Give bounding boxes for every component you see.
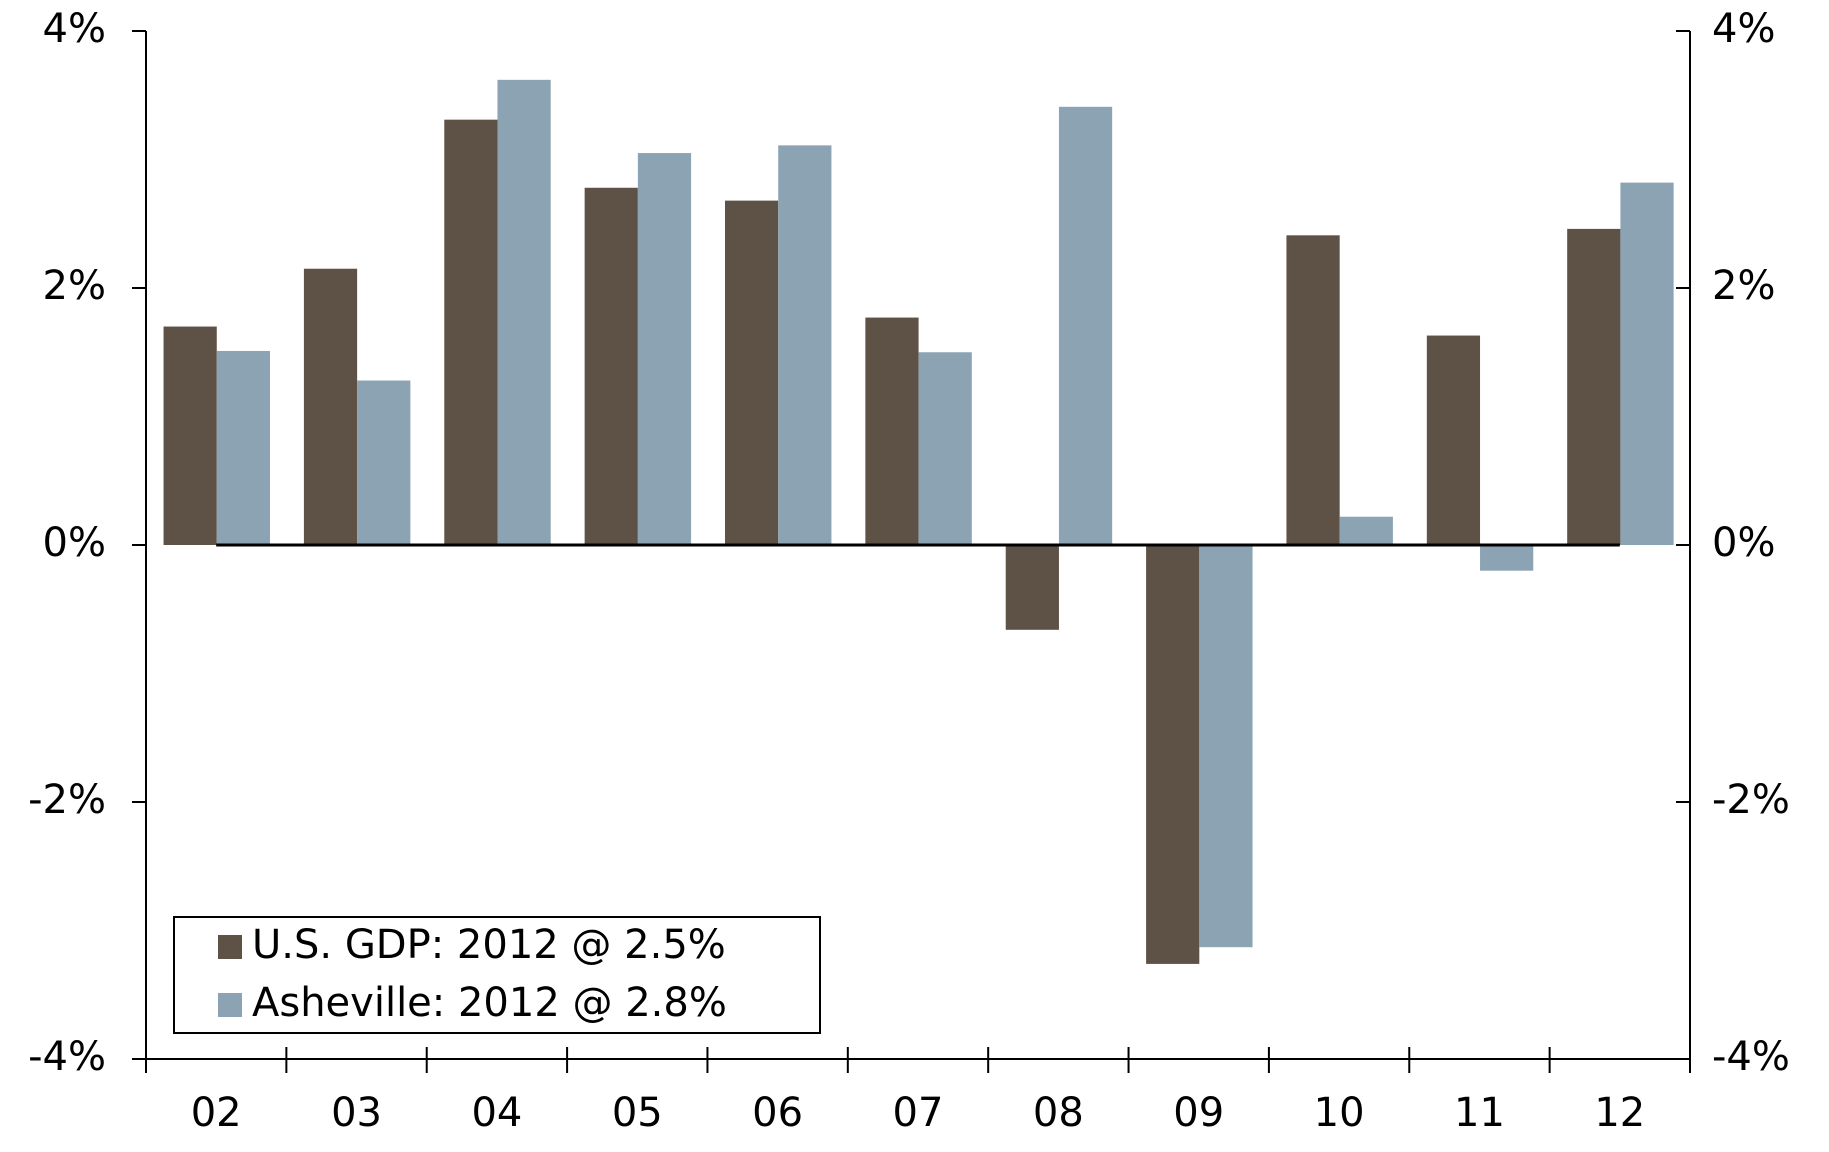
x-tick-label: 11 [1454,1090,1505,1136]
legend-swatch [218,935,242,959]
bar [1480,545,1534,571]
legend-label: Asheville: 2012 @ 2.8% [252,980,727,1026]
bar [1567,228,1621,545]
x-tick-label: 06 [752,1090,803,1136]
y2-tick-label: -2% [1712,777,1790,823]
y-tick-label: -2% [28,777,106,823]
x-tick-label: 08 [1033,1090,1084,1136]
x-tick-label: 10 [1314,1090,1365,1136]
bar [444,119,498,545]
bar [865,317,919,545]
bar [1005,545,1059,630]
y2-tick-label: 2% [1712,263,1775,309]
bar [1339,516,1393,545]
y-tick-label: 0% [43,520,106,566]
legend-box [173,916,821,1034]
x-tick-label: 07 [893,1090,944,1136]
bar [1146,545,1200,964]
bar [637,153,692,545]
x-tick-label: 12 [1594,1090,1645,1136]
bar [1199,545,1253,948]
bar [497,79,551,545]
bar [778,145,832,546]
bar [1620,182,1674,545]
bar [357,380,411,545]
y-tick-label: -4% [28,1034,106,1080]
bar [163,326,217,545]
bar [1286,235,1340,545]
bar [1426,335,1481,545]
y2-tick-label: 0% [1712,520,1775,566]
x-tick-label: 02 [191,1090,242,1136]
y-tick-label: 4% [43,6,106,52]
bar [918,352,972,545]
bar [1058,106,1113,545]
bar [584,187,638,545]
legend-label: U.S. GDP: 2012 @ 2.5% [252,922,726,968]
legend-swatch [218,993,242,1017]
x-tick-label: 05 [612,1090,663,1136]
x-tick-label: 03 [331,1090,382,1136]
x-tick-label: 04 [471,1090,522,1136]
bar [725,200,779,545]
bar [303,268,358,545]
x-tick-label: 09 [1173,1090,1224,1136]
y2-tick-label: -4% [1712,1034,1790,1080]
y-tick-label: 2% [43,263,106,309]
y2-tick-label: 4% [1712,6,1775,52]
bar [216,350,270,545]
